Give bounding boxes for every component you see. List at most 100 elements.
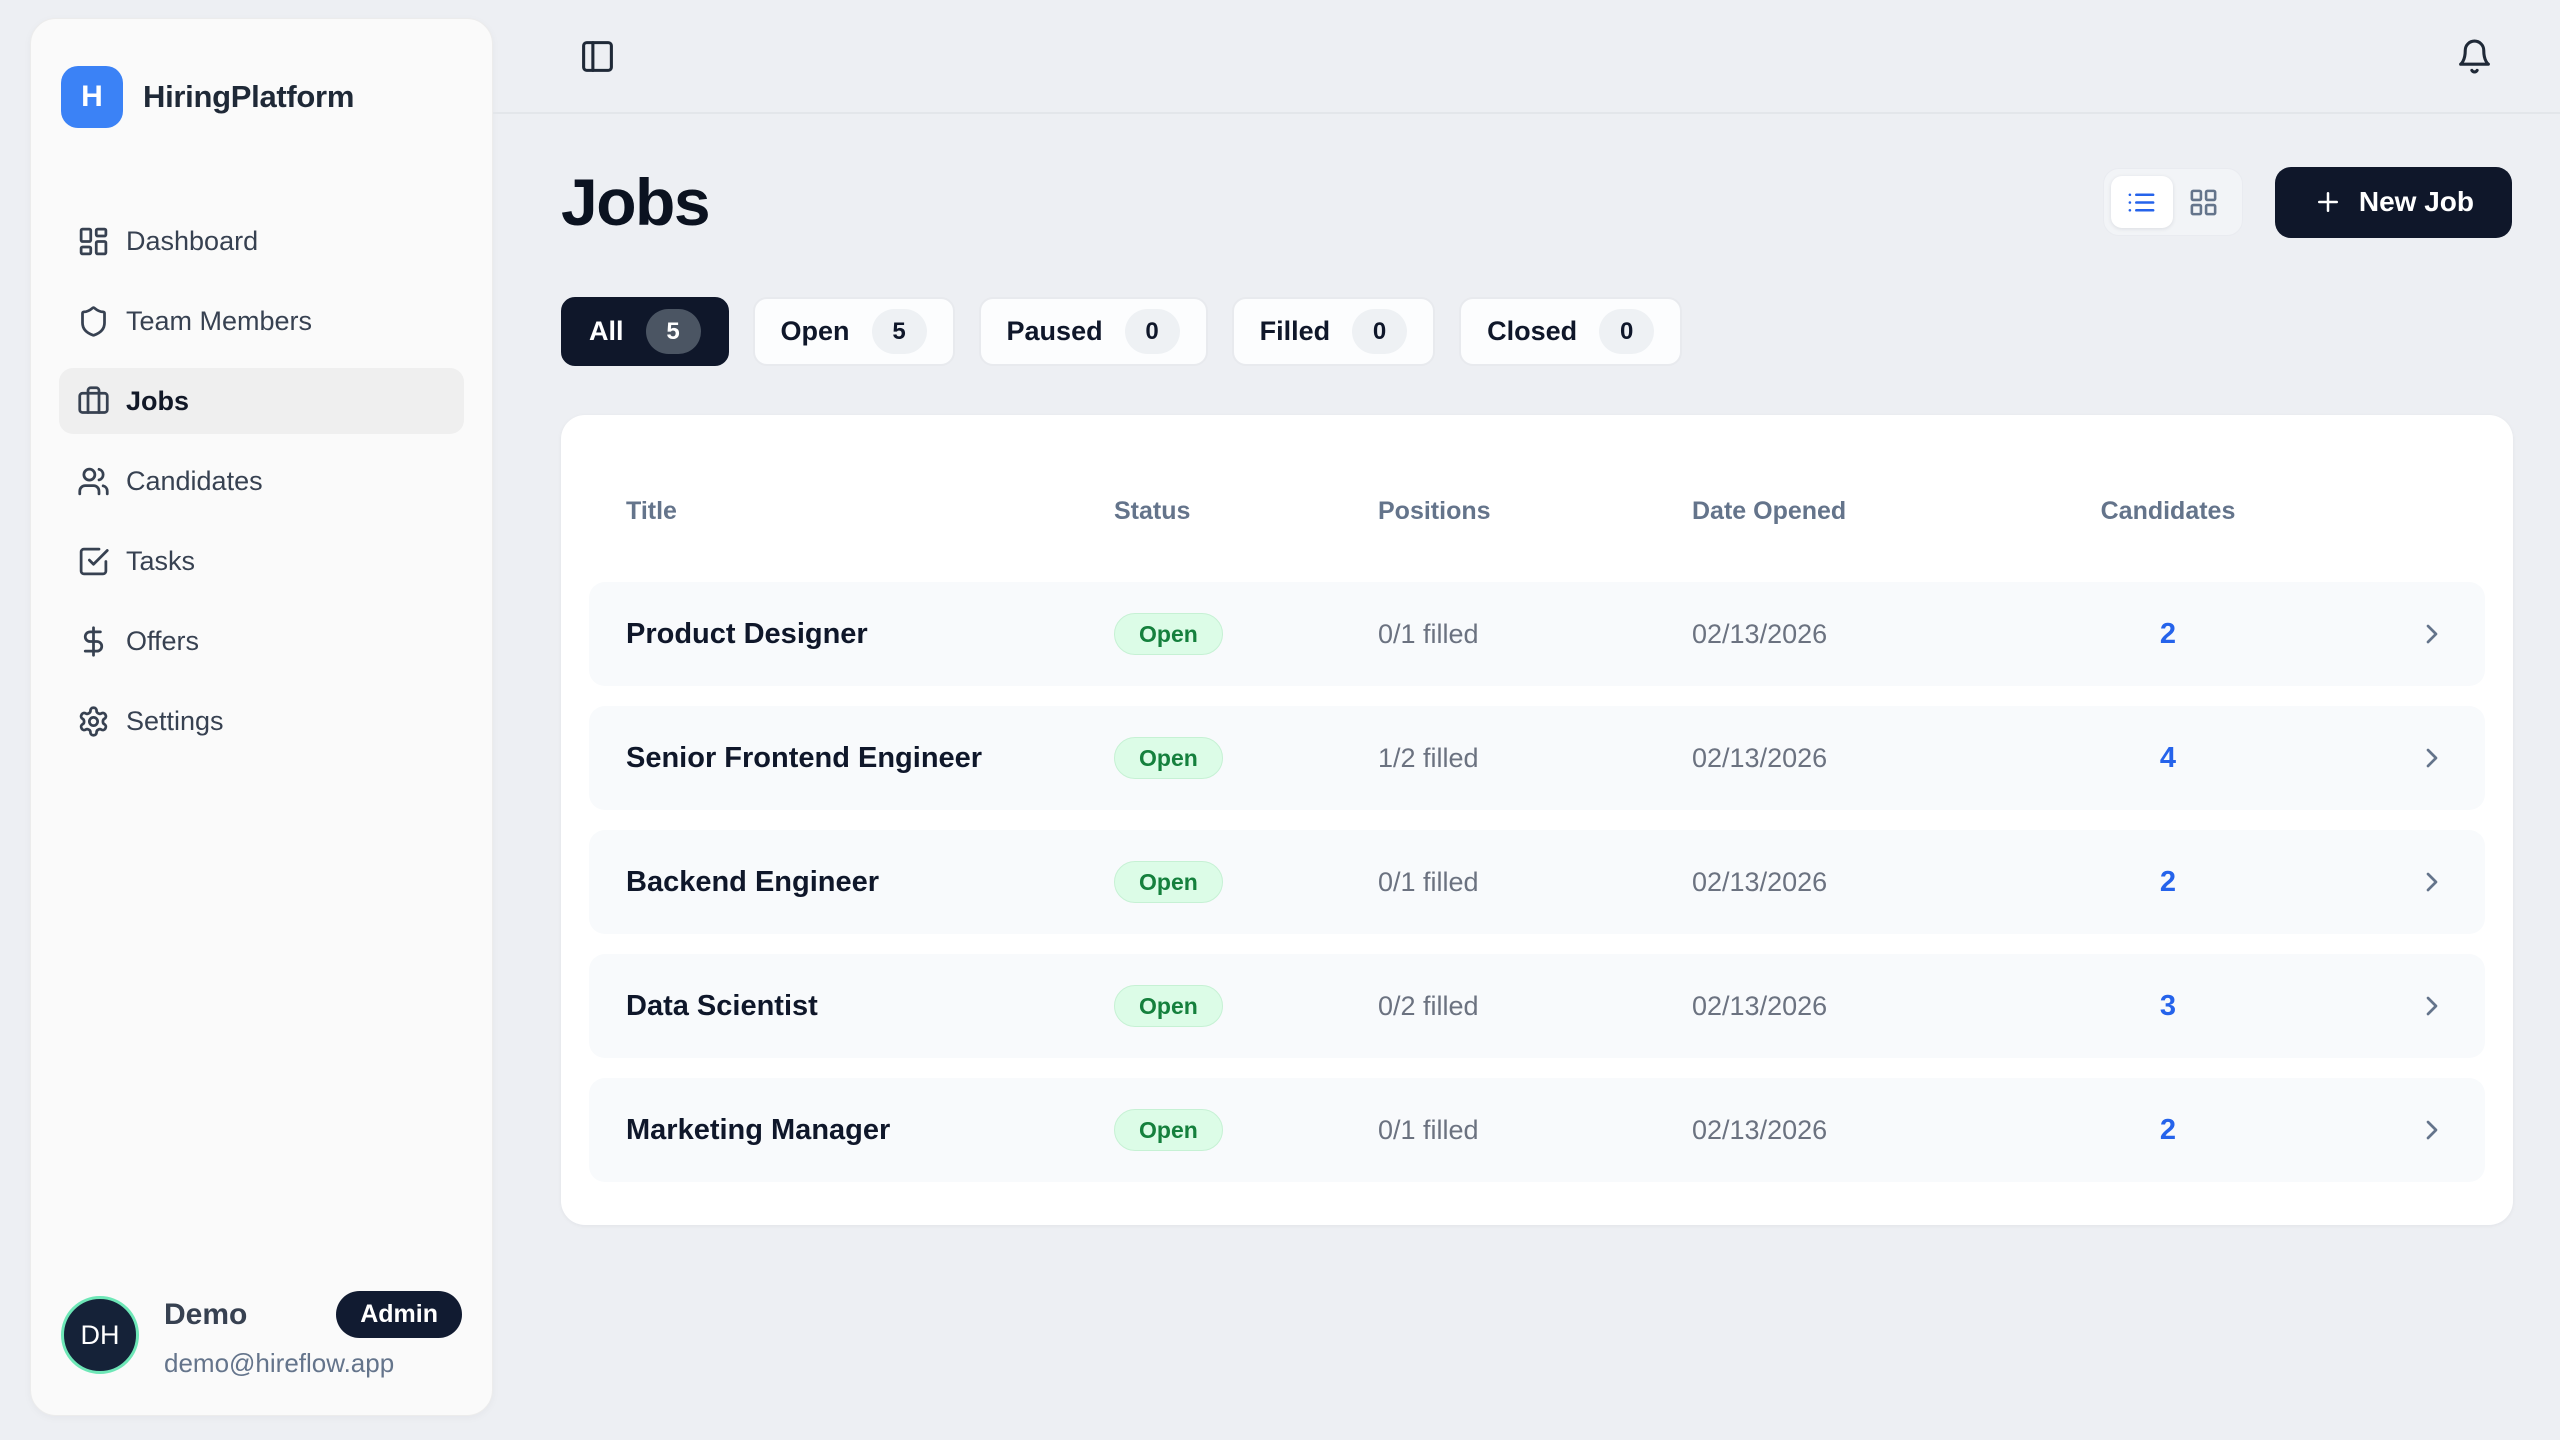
date-opened-cell: 02/13/2026 [1692, 866, 1828, 897]
filter-tab-open[interactable]: Open 5 [752, 297, 955, 366]
filter-tab-count: 5 [645, 309, 701, 354]
role-badge: Admin [336, 1291, 462, 1338]
brand-logo: H [61, 66, 123, 128]
list-icon [2126, 187, 2157, 218]
notifications-button[interactable] [2452, 34, 2496, 78]
column-header-status: Status [1114, 497, 1191, 525]
sidebar-item-label: Offers [126, 625, 200, 656]
chevron-right-icon[interactable] [2416, 618, 2448, 650]
filter-tab-count: 0 [1352, 309, 1408, 354]
candidates-count-link[interactable]: 2 [2159, 1113, 2177, 1146]
sidebar-item-team-members[interactable]: Team Members [59, 288, 464, 354]
sidebar-item-offers[interactable]: Offers [59, 608, 464, 674]
shield-icon [77, 305, 110, 338]
sidebar-item-label: Settings [126, 705, 224, 736]
column-header-title: Title [626, 497, 677, 525]
candidates-count-link[interactable]: 3 [2159, 989, 2177, 1022]
grid-icon [2188, 187, 2219, 218]
table-header: Title Status Positions Date Opened Candi… [589, 415, 2485, 526]
candidates-count-link[interactable]: 2 [2159, 865, 2177, 898]
table-row[interactable]: Data Scientist Open 0/2 filled 02/13/202… [589, 954, 2485, 1058]
dashboard-icon [77, 225, 110, 258]
main-area: Jobs [493, 0, 2560, 1440]
job-title: Backend Engineer [626, 865, 880, 898]
candidates-count-link[interactable]: 2 [2159, 617, 2177, 650]
dollar-icon [77, 625, 110, 658]
user-section[interactable]: DH Demo Admin demo@hireflow.app [59, 1291, 464, 1379]
table-row[interactable]: Product Designer Open 0/1 filled 02/13/2… [589, 582, 2485, 686]
avatar: DH [61, 1296, 139, 1374]
topbar [493, 0, 2560, 114]
sidebar-item-label: Tasks [126, 545, 196, 576]
sidebar-item-dashboard[interactable]: Dashboard [59, 208, 464, 274]
list-view-button[interactable] [2110, 176, 2173, 228]
date-opened-cell: 02/13/2026 [1692, 1114, 1828, 1145]
column-header-candidates: Candidates [2100, 497, 2236, 525]
positions-cell: 0/1 filled [1378, 866, 1479, 897]
sidebar-item-label: Dashboard [126, 225, 259, 256]
view-toggle [2102, 168, 2243, 236]
sidebar: H HiringPlatform Dashboard Team Members … [30, 18, 493, 1416]
table-row[interactable]: Backend Engineer Open 0/1 filled 02/13/2… [589, 830, 2485, 934]
brand: H HiringPlatform [59, 66, 464, 128]
filter-tab-filled[interactable]: Filled 0 [1231, 297, 1436, 366]
user-name: Demo [164, 1297, 248, 1331]
job-title: Data Scientist [626, 989, 818, 1022]
job-title: Product Designer [626, 617, 868, 650]
table-row[interactable]: Senior Frontend Engineer Open 1/2 filled… [589, 706, 2485, 810]
header-actions: New Job [2102, 166, 2512, 238]
sidebar-item-candidates[interactable]: Candidates [59, 448, 464, 514]
user-email: demo@hireflow.app [164, 1348, 395, 1378]
sidebar-item-label: Candidates [126, 465, 263, 496]
sidebar-item-label: Team Members [126, 305, 313, 336]
filter-tab-count: 0 [1124, 309, 1180, 354]
filter-tab-count: 0 [1599, 309, 1655, 354]
positions-cell: 0/1 filled [1378, 1114, 1479, 1145]
table-row[interactable]: Marketing Manager Open 0/1 filled 02/13/… [589, 1078, 2485, 1182]
chevron-right-icon[interactable] [2416, 990, 2448, 1022]
job-title: Marketing Manager [626, 1113, 891, 1146]
filter-tab-label: All [589, 316, 624, 346]
chevron-right-icon[interactable] [2416, 1114, 2448, 1146]
sidebar-item-settings[interactable]: Settings [59, 688, 464, 754]
sidebar-item-tasks[interactable]: Tasks [59, 528, 464, 594]
status-badge: Open [1114, 737, 1223, 779]
filter-tab-closed[interactable]: Closed 0 [1459, 297, 1683, 366]
plus-icon [2313, 187, 2343, 217]
status-badge: Open [1114, 613, 1223, 655]
date-opened-cell: 02/13/2026 [1692, 990, 1828, 1021]
filter-tab-label: Filled [1259, 316, 1331, 346]
jobs-table: Title Status Positions Date Opened Candi… [561, 415, 2513, 1225]
sidebar-toggle-button[interactable] [575, 34, 619, 78]
candidates-count-link[interactable]: 4 [2159, 741, 2177, 774]
gear-icon [77, 705, 110, 738]
grid-view-button[interactable] [2173, 176, 2235, 228]
filter-tab-all[interactable]: All 5 [561, 297, 729, 366]
new-job-button[interactable]: New Job [2274, 166, 2512, 238]
sidebar-item-label: Jobs [126, 385, 190, 416]
sidebar-nav: Dashboard Team Members Jobs Candidates T… [59, 208, 464, 754]
positions-cell: 1/2 filled [1378, 742, 1479, 773]
chevron-right-icon[interactable] [2416, 742, 2448, 774]
date-opened-cell: 02/13/2026 [1692, 742, 1828, 773]
date-opened-cell: 02/13/2026 [1692, 618, 1828, 649]
sidebar-item-jobs[interactable]: Jobs [59, 368, 464, 434]
filter-tab-label: Paused [1006, 316, 1103, 346]
bell-icon [2456, 38, 2493, 75]
filter-tab-label: Open [780, 316, 850, 346]
positions-cell: 0/1 filled [1378, 618, 1479, 649]
chevron-right-icon[interactable] [2416, 866, 2448, 898]
new-job-label: New Job [2358, 186, 2474, 217]
status-badge: Open [1114, 861, 1223, 903]
filter-tab-count: 5 [871, 309, 927, 354]
job-title: Senior Frontend Engineer [626, 741, 983, 774]
filter-tab-label: Closed [1487, 316, 1578, 346]
status-badge: Open [1114, 1109, 1223, 1151]
status-badge: Open [1114, 985, 1223, 1027]
check-square-icon [77, 545, 110, 578]
brand-name: HiringPlatform [143, 79, 355, 114]
page-header: Jobs [561, 164, 2512, 240]
filter-tab-paused[interactable]: Paused 0 [978, 297, 1208, 366]
panel-left-icon [579, 38, 616, 75]
positions-cell: 0/2 filled [1378, 990, 1479, 1021]
